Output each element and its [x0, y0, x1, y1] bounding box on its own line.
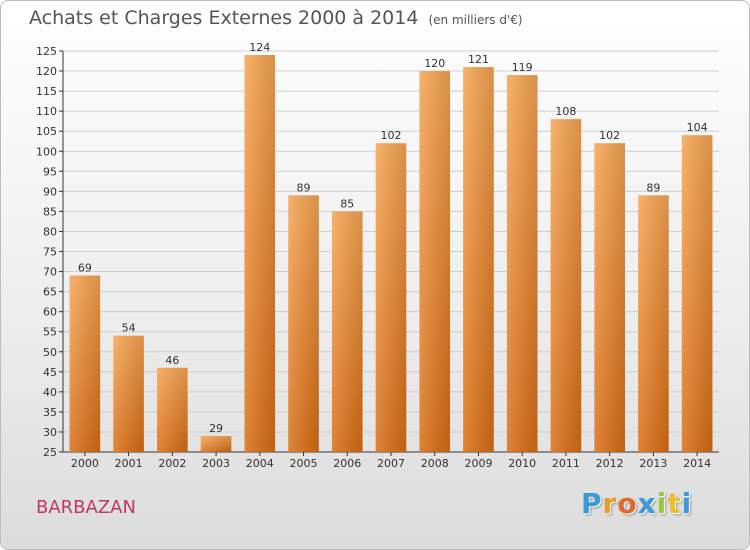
bar-shade [419, 71, 451, 453]
logo-letter: r [602, 487, 618, 520]
bar-shade [550, 119, 582, 453]
title-unit: (en milliers d'€) [428, 13, 523, 27]
logo-letter: P [581, 487, 603, 520]
data-label: 124 [249, 41, 270, 54]
data-label: 108 [555, 105, 576, 118]
y-tick-label: 80 [43, 225, 57, 238]
data-label: 102 [381, 129, 402, 142]
bar-shade [594, 143, 625, 453]
y-tick-label: 115 [36, 85, 57, 98]
logo-letter: i [656, 487, 668, 520]
data-label: 69 [78, 262, 92, 275]
y-tick-label: 55 [43, 326, 57, 339]
y-tick-label: 30 [43, 426, 57, 439]
bar-shade [375, 143, 407, 453]
bar-shade [69, 275, 101, 452]
logo-letter: i [681, 487, 693, 520]
y-tick-label: 85 [43, 205, 57, 218]
logo-letter: o [617, 487, 638, 520]
data-label: 54 [122, 322, 136, 335]
x-tick-label: 2009 [464, 457, 492, 470]
data-label: 102 [599, 129, 620, 142]
y-tick-label: 110 [36, 105, 57, 118]
y-tick-label: 35 [43, 406, 57, 419]
data-label: 29 [209, 422, 223, 435]
y-tick-label: 105 [36, 125, 57, 138]
data-label: 89 [646, 181, 660, 194]
y-tick-label: 75 [43, 246, 57, 259]
y-tick-label: 60 [43, 306, 57, 319]
x-tick-label: 2008 [421, 457, 449, 470]
data-label: 85 [340, 197, 354, 210]
chart-title: Achats et Charges Externes 2000 à 2014 (e… [29, 7, 523, 29]
x-tick-label: 2012 [596, 457, 624, 470]
y-tick-label: 100 [36, 145, 57, 158]
x-tick-label: 2010 [508, 457, 536, 470]
y-tick-label: 50 [43, 346, 57, 359]
bar-shade [331, 211, 363, 452]
x-tick-label: 2006 [333, 457, 361, 470]
y-tick-label: 120 [36, 65, 57, 78]
proxiti-logo: Proxiti [581, 487, 692, 520]
logo-letter: x [637, 487, 657, 520]
x-tick-label: 2007 [377, 457, 405, 470]
data-label: 104 [687, 121, 708, 134]
y-tick-label: 65 [43, 286, 57, 299]
bar-shade [157, 367, 188, 452]
x-tick-label: 2011 [552, 457, 580, 470]
bar-shade [113, 335, 144, 452]
logo-letter: t [667, 487, 682, 520]
bar-chart: 25 30 35 40 45 50 55 60 65 70 75 80 85 90 95 100 105 110 1… [36, 41, 719, 470]
data-label: 121 [468, 53, 489, 66]
y-tick-label: 125 [36, 45, 57, 58]
data-label: 89 [297, 181, 311, 194]
x-tick-label: 2005 [290, 457, 318, 470]
data-label: 120 [424, 57, 445, 70]
commune-name: BARBAZAN [36, 497, 136, 518]
y-tick-label: 45 [43, 366, 57, 379]
y-tick-label: 95 [43, 165, 57, 178]
bar-shade [638, 195, 669, 453]
y-tick-label: 40 [43, 386, 57, 399]
x-tick-label: 2001 [115, 457, 143, 470]
x-tick-label: 2000 [71, 457, 99, 470]
title-text: Achats et Charges Externes 2000 à 2014 [29, 7, 419, 29]
y-tick-label: 70 [43, 266, 57, 279]
x-tick-label: 2014 [683, 457, 711, 470]
x-tick-label: 2003 [202, 457, 230, 470]
bar-shade [463, 67, 494, 452]
y-tick-label: 25 [43, 446, 57, 459]
bar-shade [288, 195, 319, 453]
data-label: 46 [165, 354, 179, 367]
bar-shade [506, 75, 538, 452]
bar-shade [681, 135, 713, 452]
bar-shade [244, 55, 276, 452]
x-tick-label: 2002 [158, 457, 186, 470]
x-tick-label: 2013 [639, 457, 667, 470]
data-label: 119 [512, 61, 533, 74]
bar-shade [200, 435, 232, 452]
x-tick-label: 2004 [246, 457, 274, 470]
y-tick-label: 90 [43, 185, 57, 198]
